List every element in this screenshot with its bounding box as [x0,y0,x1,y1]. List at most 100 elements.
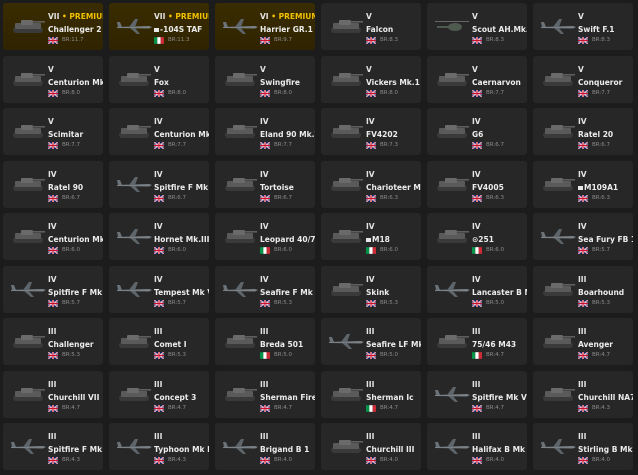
vehicle-card[interactable]: III Halifax B Mk IIIa BR: 4.0 [427,423,527,470]
battle-rating: BR: 6.7 [472,141,527,150]
premium-label: PREMIUM [175,12,209,21]
vehicle-rank: IV [578,117,587,126]
vehicle-card[interactable]: III Comet I BR: 5.3 [109,318,209,365]
vehicle-card[interactable]: V Vickers Mk.1 BR: 8.0 [321,55,421,103]
vehicle-card[interactable]: IV Skink BR: 5.3 [321,265,421,313]
vehicle-card[interactable]: IV M109A1 BR: 6.3 [533,160,633,208]
vehicle-name: Concept 3 [154,392,197,402]
vehicle-card[interactable]: IV Spitfire F Mk 22 BR: 6.7 [109,160,209,208]
tank-icon [115,120,153,142]
vehicle-rank: IV [260,117,269,126]
vehicle-card[interactable]: III Typhoon Mk Ib/L BR: 4.3 [109,423,209,470]
vehicle-card[interactable]: IV Charioteer Mk VII BR: 6.3 [321,160,421,208]
vehicle-card[interactable]: III Breda 501 BR: 5.0 [215,318,315,365]
vehicle-card[interactable]: III Churchill NA75 BR: 4.3 [533,370,633,418]
tank-icon [9,15,47,37]
vehicle-card[interactable]: IV Seafire F Mk XVII BR: 5.3 [215,265,315,313]
flag-uk-icon [154,456,165,465]
vehicle-card[interactable]: V Swift F.1 BR: 8.3 [533,3,633,50]
vehicle-rank: IV [472,117,481,126]
flag-uk-icon [260,89,271,97]
vehicle-rank: III [366,379,375,389]
vehicle-card[interactable]: V Falcon BR: 8.3 [321,3,421,50]
vehicle-card[interactable]: IV Tempest Mk V BR: 5.7 [109,265,209,313]
vehicle-rank: VII • PREMIUM [154,12,209,22]
vehicle-name: Spitfire F Mk 22 [154,182,209,192]
plane-icon [539,225,577,247]
flag-uk-icon [48,351,59,360]
vehicle-card[interactable]: IV M18 BR: 6.0 [321,213,421,260]
vehicle-card[interactable]: IV Spitfire F Mk XIVe BR: 5.7 [3,265,103,313]
vehicle-card[interactable]: V Conqueror BR: 7.7 [533,55,633,103]
vehicle-card[interactable]: IV ⊙251 BR: 6.0 [427,213,527,260]
flag-uk-icon [154,299,165,307]
vehicle-card[interactable]: V Scout AH.Mk.1 BR: 8.3 [427,3,527,50]
battle-rating: BR: 8.3 [578,36,633,45]
vehicle-rank: IV [578,169,587,179]
vehicle-card[interactable]: VI • PREMIUM Harrier GR.1 BR: 9.7 [215,3,315,50]
vehicle-card[interactable]: III Sherman Ic BR: 4.7 [321,370,421,418]
vehicle-card[interactable]: III Sherman Firefly BR: 4.7 [215,370,315,418]
vehicle-card[interactable]: IV Lancaster B Mk I BR: 5.0 [427,265,527,313]
vehicle-name: Scimitar [48,130,84,139]
vehicle-name: Spitfire F Mk XIVe [48,287,103,297]
vehicle-card[interactable]: III Churchill VII BR: 4.7 [3,370,103,418]
vehicle-card[interactable]: IV Hornet Mk.III BR: 6.0 [109,213,209,260]
vehicle-card[interactable]: IV Tortoise BR: 6.7 [215,160,315,208]
vehicle-card[interactable]: V Caernarvon BR: 7.7 [427,55,527,103]
vehicle-card[interactable]: IV Centurion Mk 1 BR: 6.0 [3,213,103,260]
vehicle-card[interactable]: IV Leopard 40/70 BR: 6.0 [215,213,315,260]
vehicle-card[interactable]: III Avenger BR: 4.7 [533,318,633,365]
vehicle-card[interactable]: III Churchill III BR: 4.0 [321,423,421,470]
plane-icon [221,278,259,300]
battle-rating: BR: 5.3 [154,351,209,360]
vehicle-card[interactable]: III Concept 3 BR: 4.7 [109,370,209,418]
vehicle-card[interactable]: IV FV4005 BR: 6.3 [427,160,527,208]
vehicle-rank: III [578,432,587,441]
battle-rating: BR: 4.7 [48,404,103,413]
vehicle-name: Churchill III [366,445,415,454]
vehicle-card[interactable]: V Fox BR: 8.0 [109,55,209,103]
vehicle-card[interactable]: III Brigand B 1 BR: 4.0 [215,423,315,470]
vehicle-card[interactable]: IV FV4202 BR: 7.3 [321,108,421,155]
plane-icon [327,330,365,352]
flag-uk-icon [366,456,377,465]
vehicle-name: G6 [472,130,484,139]
vehicle-card[interactable]: III Spitfire Mk Vc/trop BR: 4.7 [427,370,527,418]
vehicle-card[interactable]: IV Ratel 20 BR: 6.7 [533,108,633,155]
vehicle-card[interactable]: III Stirling B Mk I BR: 4.0 [533,423,633,470]
vehicle-name: Lancaster B Mk I [472,287,527,297]
vehicle-card[interactable]: III Spitfire F Mk IX BR: 4.3 [3,423,103,470]
vehicle-card[interactable]: IV Sea Fury FB 11 BR: 5.7 [533,213,633,260]
vehicle-card[interactable]: IV Ratel 90 BR: 6.7 [3,160,103,208]
vehicle-card[interactable]: IV Centurion Mk 3 BR: 7.7 [109,108,209,155]
country-prefix-icon [578,185,583,190]
vehicle-name: M18 [366,235,421,245]
vehicle-card[interactable]: V Swingfire BR: 8.0 [215,55,315,103]
vehicle-card[interactable]: V Centurion Mk 10 BR: 8.0 [3,55,103,103]
vehicle-card[interactable]: III Seafire LF Mk.III BR: 5.0 [321,318,421,365]
vehicle-card[interactable]: IV G6 BR: 6.7 [427,108,527,155]
battle-rating: BR: 4.7 [472,404,527,413]
vehicle-rank: IV [366,274,375,284]
plane-icon [115,15,153,37]
vehicle-card[interactable]: IV Eland 90 Mk.7 BR: 7.7 [215,108,315,155]
vehicle-name: Sea Fury FB 11 [578,235,633,244]
vehicle-rank: V [472,64,478,74]
vehicle-card[interactable]: III 75/46 M43 BR: 4.7 [427,318,527,365]
flag-uk-icon [578,194,589,202]
tank-icon [327,278,365,300]
vehicle-card[interactable]: VII • PREMIUM Challenger 2 OES BR: 11.7 [3,3,103,50]
flag-uk-icon [472,404,483,412]
vehicle-card[interactable]: III Boarhound BR: 5.3 [533,265,633,313]
tank-icon [221,330,259,352]
battle-rating: BR: 6.7 [154,194,209,203]
flag-uk-icon [48,194,59,202]
vehicle-name: Stirling B Mk I [578,445,633,454]
vehicle-card[interactable]: V Scimitar BR: 7.7 [3,108,103,155]
flag-uk-icon [578,404,589,412]
vehicle-card[interactable]: III Challenger BR: 5.3 [3,318,103,365]
tank-icon [539,383,577,405]
vehicle-name: Avenger [578,340,614,349]
